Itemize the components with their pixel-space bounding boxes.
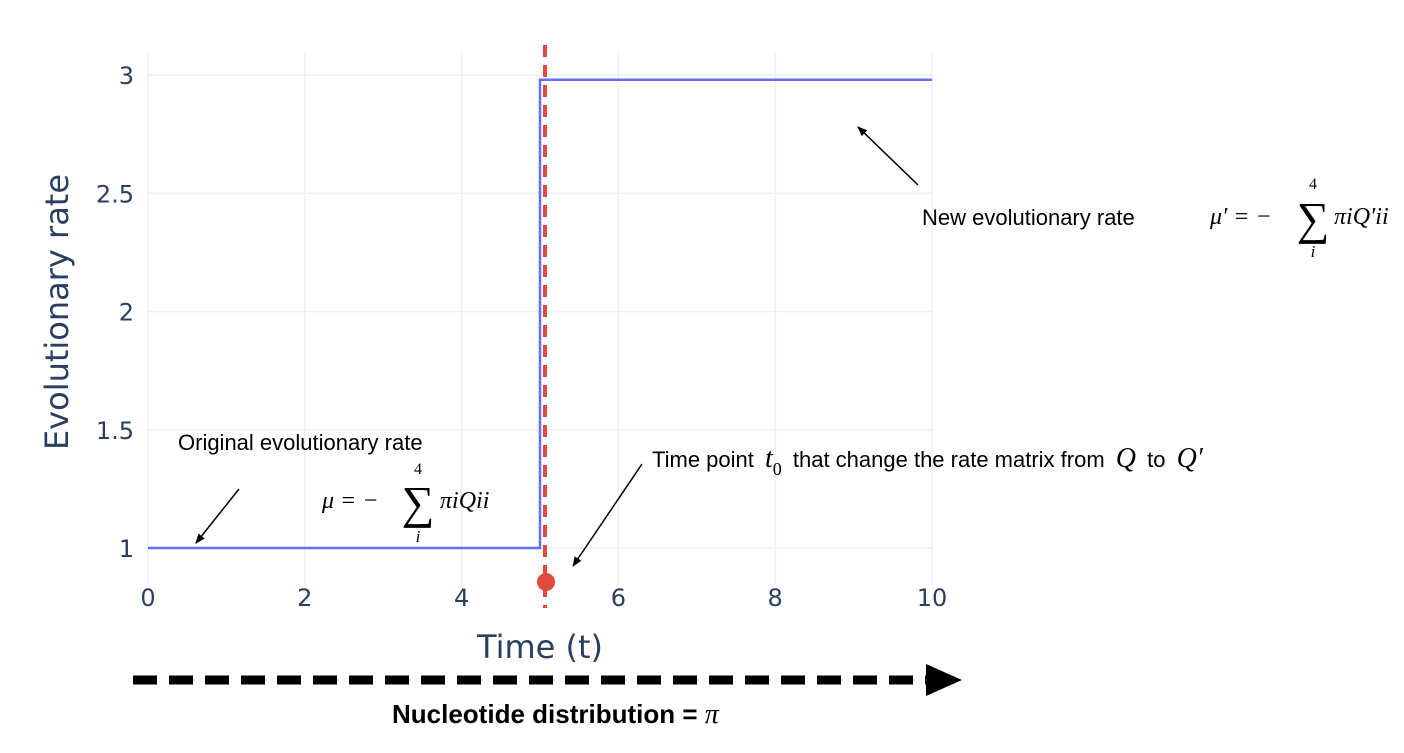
q-prime-symbol: Q′ — [1177, 443, 1204, 474]
x-axis-title: Time (t) — [476, 628, 603, 666]
distribution-arrow-head — [926, 664, 962, 696]
mu-prime-formula: μ′ = − 4 ∑ i πiQ′ii — [1209, 176, 1389, 261]
original-rate-arrow — [195, 488, 240, 544]
mu-prime-formula-lhs: μ′ = − — [1209, 204, 1272, 230]
mu-prime-summand: πiQ′ii — [1334, 204, 1389, 230]
new-rate-label: New evolutionary rate — [922, 205, 1135, 230]
time-point-label: Time point t0 that change the rate matri… — [652, 443, 1204, 479]
mu-formula: μ = − 4 ∑ i πiQii — [321, 461, 489, 546]
mu-formula-lhs: μ = − — [321, 488, 378, 514]
change-point-marker — [537, 573, 555, 591]
sum-lower: i — [416, 527, 421, 546]
t0-symbol: t — [765, 443, 774, 474]
t0-subscript: 0 — [773, 459, 782, 479]
rate-series-line — [148, 78, 932, 550]
series-layer — [148, 45, 932, 608]
mu-summand: πiQii — [440, 488, 489, 514]
distribution-label: Nucleotide distribution = π — [392, 699, 720, 730]
y-tick-label: 2.5 — [96, 180, 134, 208]
tick-labels: 0 2 4 6 8 10 1 1.5 2 2.5 3 — [96, 62, 947, 612]
sum-lower-prime: i — [1311, 242, 1316, 261]
sum-upper-prime: 4 — [1309, 176, 1317, 193]
y-tick-label: 1.5 — [96, 417, 134, 445]
q-symbol: Q — [1116, 443, 1136, 474]
x-tick-label: 10 — [917, 584, 948, 612]
y-tick-label: 3 — [119, 62, 134, 90]
time-point-middle: that change the rate matrix from — [793, 447, 1105, 472]
sum-symbol-prime: ∑ — [1297, 193, 1330, 244]
x-tick-label: 2 — [297, 584, 312, 612]
time-point-arrow — [572, 463, 643, 567]
y-tick-label: 2 — [119, 299, 134, 327]
y-axis-title: Evolutionary rate — [38, 174, 76, 450]
original-rate-label: Original evolutionary rate — [178, 430, 423, 455]
new-rate-arrow — [857, 126, 919, 186]
x-tick-label: 0 — [140, 584, 155, 612]
time-point-to: to — [1147, 447, 1165, 472]
x-tick-label: 4 — [454, 584, 469, 612]
sum-upper: 4 — [414, 461, 422, 478]
x-tick-label: 6 — [611, 584, 626, 612]
y-tick-label: 1 — [119, 535, 134, 563]
sum-symbol: ∑ — [402, 477, 435, 528]
x-tick-label: 8 — [768, 584, 783, 612]
time-point-prefix: Time point — [652, 447, 754, 472]
pi-symbol: π — [705, 699, 720, 730]
distribution-label-text: Nucleotide distribution = — [392, 699, 705, 729]
